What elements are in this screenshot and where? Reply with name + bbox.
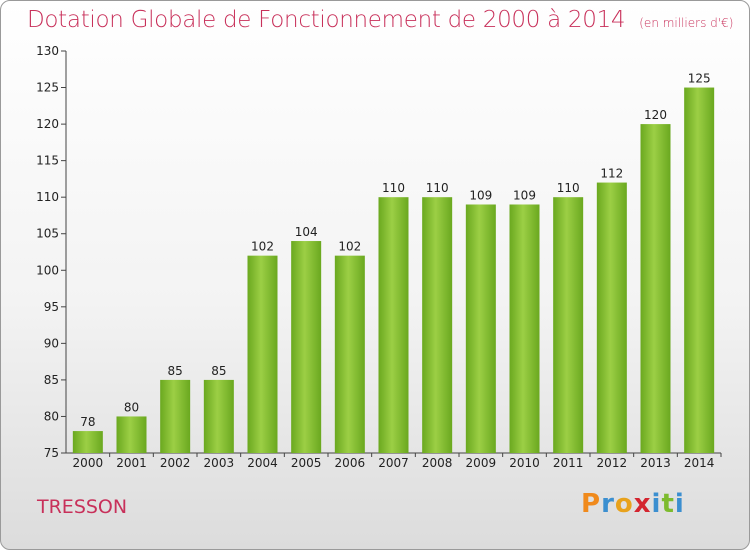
y-tick-label: 120 — [36, 117, 59, 131]
bar-value-label: 125 — [688, 72, 711, 86]
y-tick-label: 125 — [36, 81, 59, 95]
x-tick-label: 2005 — [291, 456, 322, 470]
y-tick-label: 100 — [36, 263, 59, 277]
bar-2012 — [596, 182, 627, 453]
logo-letter: P — [581, 489, 602, 519]
logo-letter: r — [601, 489, 615, 519]
bar-value-label: 102 — [251, 240, 274, 254]
bar-value-label: 80 — [124, 400, 139, 414]
chart-axes: 75 80 85 90 95 100 105 110 115 120 125 130 2000 2001 2… — [36, 44, 722, 470]
y-tick-label: 115 — [36, 154, 59, 168]
bar-value-label: 112 — [600, 167, 623, 181]
chart-subtitle: (en milliers d'€) — [639, 16, 734, 30]
bar-2008 — [422, 197, 453, 453]
chart-title-text: Dotation Globale de Fonctionnement de 20… — [27, 7, 626, 33]
bar-value-label: 109 — [513, 188, 536, 202]
bar-2004 — [247, 255, 278, 453]
y-tick-label: 85 — [44, 373, 59, 387]
logo-letter: o — [614, 489, 634, 519]
logo-letter: t — [661, 489, 675, 519]
y-tick-label: 90 — [44, 336, 59, 350]
x-tick-label: 2011 — [553, 456, 584, 470]
bar-value-label: 85 — [168, 364, 183, 378]
x-tick-label: 2012 — [597, 456, 628, 470]
x-tick-label: 2000 — [73, 456, 104, 470]
bar-2007 — [378, 197, 409, 453]
bar-value-label: 120 — [644, 108, 667, 122]
x-tick-label: 2004 — [247, 456, 278, 470]
bar-value-label: 104 — [295, 225, 318, 239]
bar-value-label: 102 — [338, 240, 361, 254]
y-tick-label: 110 — [36, 190, 59, 204]
bar-value-label: 110 — [426, 181, 449, 195]
bar-value-label: 78 — [80, 415, 95, 429]
bar-2006 — [334, 255, 365, 453]
y-tick-label: 75 — [44, 446, 59, 460]
bar-series: 78 80 85 85 102 104 102 110 110 109 109 110 112 120 12… — [72, 72, 715, 453]
bar-2000 — [72, 431, 103, 453]
bar-2005 — [291, 241, 322, 453]
bar-2013 — [640, 124, 671, 453]
bar-2001 — [116, 416, 147, 453]
logo-letter: x — [633, 489, 652, 519]
y-tick-label: 95 — [44, 300, 59, 314]
x-tick-label: 2009 — [466, 456, 497, 470]
commune-name: TRESSON — [37, 496, 128, 518]
bar-value-label: 110 — [557, 181, 580, 195]
y-tick-label: 130 — [36, 44, 59, 58]
logo-letter: i — [651, 489, 662, 519]
x-tick-label: 2003 — [204, 456, 235, 470]
logo-letter: i — [674, 489, 685, 519]
bar-2003 — [203, 379, 234, 453]
bar-2002 — [160, 379, 191, 453]
x-tick-label: 2008 — [422, 456, 453, 470]
x-tick-label: 2001 — [116, 456, 147, 470]
x-tick-label: 2002 — [160, 456, 191, 470]
x-tick-label: 2014 — [684, 456, 715, 470]
x-tick-label: 2013 — [640, 456, 671, 470]
bar-value-label: 109 — [469, 188, 492, 202]
x-tick-label: 2006 — [335, 456, 366, 470]
bar-value-label: 85 — [211, 364, 226, 378]
bar-value-label: 110 — [382, 181, 405, 195]
bar-2010 — [509, 204, 540, 453]
bar-2009 — [465, 204, 496, 453]
chart-title: Dotation Globale de Fonctionnement de 20… — [27, 7, 733, 33]
y-tick-label: 105 — [36, 227, 59, 241]
x-tick-label: 2010 — [509, 456, 540, 470]
bar-2014 — [684, 87, 715, 453]
y-tick-label: 80 — [44, 409, 59, 423]
bar-2011 — [553, 197, 584, 453]
proxiti-logo: Proxiti — [581, 489, 685, 519]
x-tick-label: 2007 — [378, 456, 409, 470]
